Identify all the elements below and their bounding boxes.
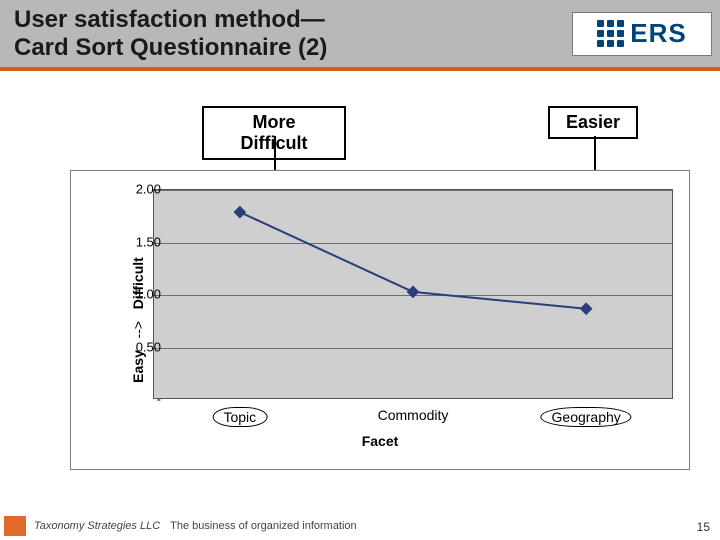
slide-title: User satisfaction method— Card Sort Ques… bbox=[14, 6, 572, 61]
chart-line-series bbox=[153, 189, 673, 399]
y-tick-label: 1.50 bbox=[136, 234, 161, 249]
footer-accent-box bbox=[4, 516, 26, 536]
chart-marker bbox=[580, 302, 593, 315]
callout-easier: Easier bbox=[548, 106, 638, 139]
x-category-label: Commodity bbox=[378, 407, 449, 423]
logo-dots-icon bbox=[597, 20, 624, 47]
y-axis-label: Easy --> Difficult bbox=[130, 257, 146, 383]
page-number: 15 bbox=[697, 520, 710, 534]
x-axis-label: Facet bbox=[362, 433, 399, 449]
y-axis-easy: Easy bbox=[130, 350, 146, 383]
y-tick-label: 1.00 bbox=[136, 287, 161, 302]
ers-logo: ERS bbox=[572, 12, 712, 56]
logo-text: ERS bbox=[630, 18, 686, 49]
y-tick-label: 2.00 bbox=[136, 182, 161, 197]
slide-title-line1: User satisfaction method— bbox=[14, 6, 325, 33]
chart-marker bbox=[407, 286, 420, 299]
title-bar: User satisfaction method— Card Sort Ques… bbox=[0, 0, 720, 71]
callouts-layer: More Difficult Easier bbox=[0, 100, 720, 180]
slide-title-line2: Card Sort Questionnaire (2) bbox=[14, 34, 327, 61]
y-axis-arrows: --> bbox=[130, 321, 146, 339]
footer-tagline: The business of organized information bbox=[170, 520, 357, 532]
footer: Taxonomy Strategies LLC The business of … bbox=[0, 512, 720, 540]
footer-brand: Taxonomy Strategies LLC bbox=[34, 520, 160, 532]
y-tick-label: 0.50 bbox=[136, 339, 161, 354]
x-category-label: Topic bbox=[212, 407, 267, 427]
x-category-label: Geography bbox=[541, 407, 632, 427]
y-tick-label: - bbox=[157, 392, 161, 407]
chart-container: Easy --> Difficult Facet - 0.50 1.00 1.50 2.… bbox=[70, 170, 690, 470]
chart-marker bbox=[233, 206, 246, 219]
